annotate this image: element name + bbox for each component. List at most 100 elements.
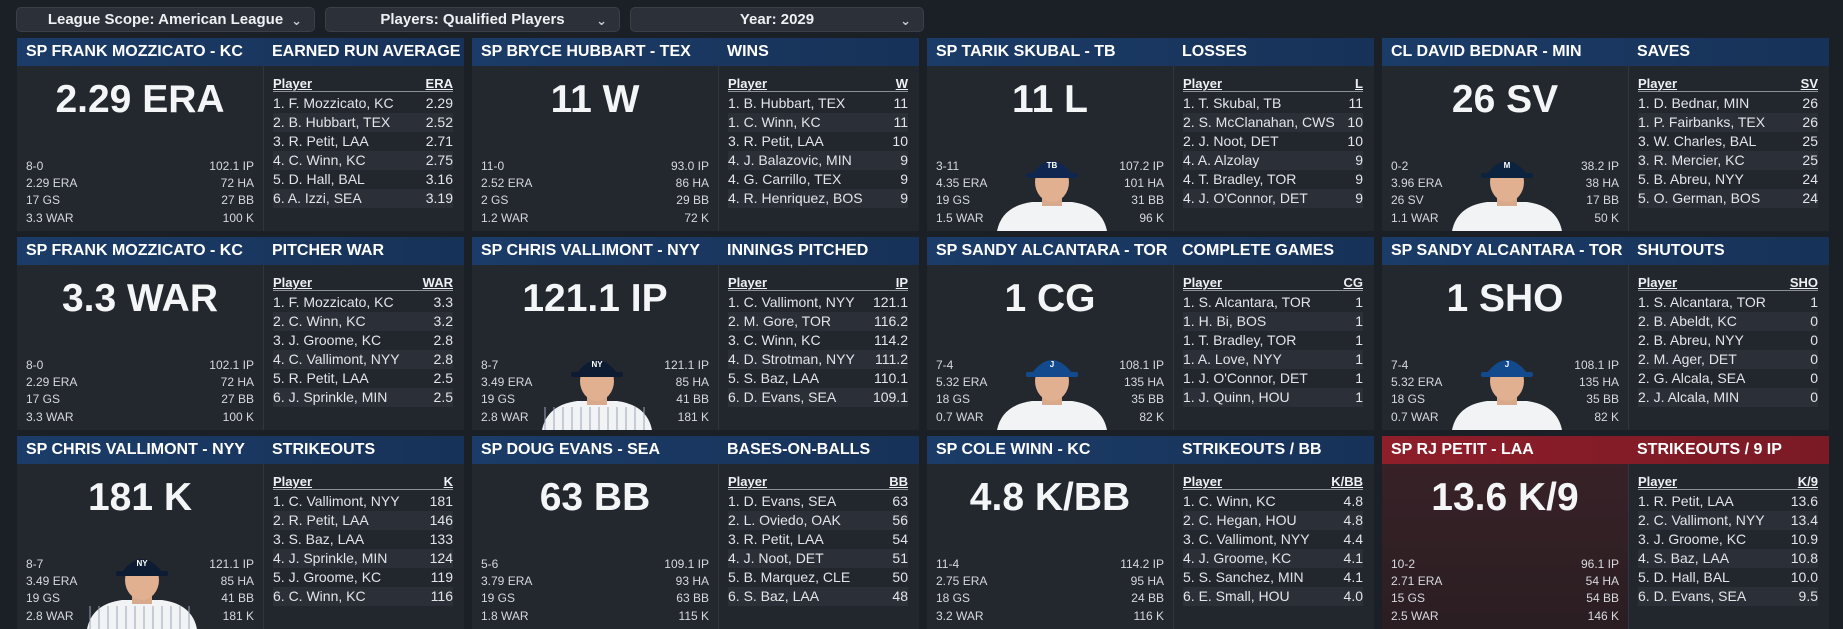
leaderboard-player[interactable]: 6. E. Small, HOU [1183,588,1290,604]
leaderboard-player[interactable]: 1. J. O'Connor, DET [1183,370,1308,386]
leaderboard-row[interactable]: 1. R. Petit, LAA 13.6 [1638,492,1818,511]
leader-panel[interactable]: SP CHRIS VALLIMONT - NYY STRIKEOUTS 181 … [17,436,464,629]
leaderboard-row[interactable]: 2. C. Winn, KC 3.2 [273,312,453,331]
column-header-player[interactable]: Player [728,275,768,290]
leaderboard-row[interactable]: 5. R. Petit, LAA 2.5 [273,369,453,388]
leaderboard-player[interactable]: 2. R. Petit, LAA [273,512,369,528]
leaderboard-row[interactable]: 6. C. Winn, KC 116 [273,587,453,606]
column-header-stat[interactable]: ERA [425,76,453,91]
leaderboard-player[interactable]: 4. J. Groome, KC [1183,550,1292,566]
leaderboard-row[interactable]: 4. J. Groome, KC 4.1 [1183,549,1363,568]
leaderboard-player[interactable]: 5. S. Baz, LAA [728,370,820,386]
leaderboard-player[interactable]: 1. D. Evans, SEA [728,493,837,509]
player-avatar[interactable]: J [992,345,1112,430]
leaderboard-row[interactable]: 4. J. Balazovic, MIN 9 [728,151,908,170]
leaderboard-player[interactable]: 2. L. Oviedo, OAK [728,512,841,528]
leaderboard-row[interactable]: 6. E. Small, HOU 4.0 [1183,587,1363,606]
leader-player-name[interactable]: SP SANDY ALCANTARA - TOR [1391,242,1623,259]
leader-player-name[interactable]: SP TARIK SKUBAL - TB [936,43,1116,60]
leader-player-name[interactable]: SP CHRIS VALLIMONT - NYY [26,441,245,458]
leaderboard-player[interactable]: 5. R. Petit, LAA [273,370,369,386]
leader-panel[interactable]: SP TARIK SKUBAL - TB LOSSES 11 L 3-11 10… [927,38,1374,231]
leader-panel[interactable]: SP CHRIS VALLIMONT - NYY INNINGS PITCHED… [472,237,919,430]
leaderboard-player[interactable]: 4. T. Bradley, TOR [1183,171,1297,187]
leaderboard-player[interactable]: 1. C. Vallimont, NYY [273,493,400,509]
leaderboard-row[interactable]: 4. G. Carrillo, TEX 9 [728,170,908,189]
leaderboard-row[interactable]: 1. B. Hubbart, TEX 11 [728,94,908,113]
leaderboard-player[interactable]: 1. B. Hubbart, TEX [728,95,846,111]
leaderboard-row[interactable]: 2. S. McClanahan, CWS 10 [1183,113,1363,132]
leaderboard-player[interactable]: 3. R. Petit, LAA [728,133,824,149]
leaderboard-row[interactable]: 2. B. Abeldt, KC 0 [1638,312,1818,331]
leaderboard-player[interactable]: 1. D. Bednar, MIN [1638,95,1750,111]
leaderboard-player[interactable]: 5. D. Hall, BAL [1638,569,1730,585]
leaderboard-row[interactable]: 4. J. Noot, DET 51 [728,549,908,568]
leaderboard-player[interactable]: 1. S. Alcantara, TOR [1183,294,1311,310]
column-header-stat[interactable]: CG [1343,275,1364,290]
leaderboard-player[interactable]: 3. J. Groome, KC [273,332,382,348]
leaderboard-row[interactable]: 1. F. Mozzicato, KC 2.29 [273,94,453,113]
leader-panel[interactable]: SP BRYCE HUBBART - TEX WINS 11 W 11-0 93… [472,38,919,231]
leader-panel[interactable]: SP SANDY ALCANTARA - TOR SHUTOUTS 1 SHO … [1382,237,1829,430]
leaderboard-player[interactable]: 2. B. Abeldt, KC [1638,313,1737,329]
leaderboard-player[interactable]: 4. A. Alzolay [1183,152,1260,168]
leaderboard-player[interactable]: 4. J. Balazovic, MIN [728,152,852,168]
leaderboard-player[interactable]: 4. G. Carrillo, TEX [728,171,842,187]
leaderboard-player[interactable]: 2. B. Hubbart, TEX [273,114,391,130]
column-header-player[interactable]: Player [1638,275,1678,290]
leader-player-name[interactable]: CL DAVID BEDNAR - MIN [1391,43,1582,60]
player-avatar[interactable]: M [1447,146,1567,231]
leaderboard-player[interactable]: 1. C. Winn, KC [1183,493,1276,509]
leader-panel[interactable]: SP FRANK MOZZICATO - KC PITCHER WAR 3.3 … [17,237,464,430]
column-header-stat[interactable]: WAR [422,275,453,290]
leaderboard-player[interactable]: 6. C. Winn, KC [273,588,366,604]
leaderboard-player[interactable]: 4. S. Baz, LAA [1638,550,1730,566]
column-header-player[interactable]: Player [728,76,768,91]
column-header-stat[interactable]: SHO [1789,275,1818,290]
leaderboard-row[interactable]: 1. J. Quinn, HOU 1 [1183,388,1363,407]
column-header-stat[interactable]: K [443,474,453,489]
leaderboard-row[interactable]: 1. J. O'Connor, DET 1 [1183,369,1363,388]
player-avatar[interactable]: NY [537,345,657,430]
leaderboard-row[interactable]: 4. R. Henriquez, BOS 9 [728,189,908,208]
column-header-stat[interactable]: K/BB [1331,474,1363,489]
leaderboard-row[interactable]: 3. R. Petit, LAA 2.71 [273,132,453,151]
column-header-player[interactable]: Player [728,474,768,489]
leaderboard-player[interactable]: 1. A. Love, NYY [1183,351,1282,367]
leaderboard-player[interactable]: 2. C. Vallimont, NYY [1638,512,1765,528]
players-dropdown[interactable]: Players: Qualified Players ⌄ [325,7,620,32]
leaderboard-player[interactable]: 4. J. O'Connor, DET [1183,190,1308,206]
leaderboard-row[interactable]: 2. M. Gore, TOR 116.2 [728,312,908,331]
leaderboard-player[interactable]: 6. J. Sprinkle, MIN [273,389,388,405]
leader-player-name[interactable]: SP COLE WINN - KC [936,441,1091,458]
leaderboard-player[interactable]: 3. R. Mercier, KC [1638,152,1745,168]
leaderboard-row[interactable]: 1. H. Bi, BOS 1 [1183,312,1363,331]
leaderboard-row[interactable]: 5. O. German, BOS 24 [1638,189,1818,208]
leaderboard-row[interactable]: 5. D. Hall, BAL 10.0 [1638,568,1818,587]
leaderboard-row[interactable]: 6. J. Sprinkle, MIN 2.5 [273,388,453,407]
leaderboard-player[interactable]: 3. R. Petit, LAA [728,531,824,547]
leaderboard-row[interactable]: 5. B. Abreu, NYY 24 [1638,170,1818,189]
column-header-player[interactable]: Player [1183,76,1223,91]
leaderboard-player[interactable]: 2. J. Alcala, MIN [1638,389,1740,405]
leaderboard-player[interactable]: 5. O. German, BOS [1638,190,1761,206]
leaderboard-row[interactable]: 5. D. Hall, BAL 3.16 [273,170,453,189]
leaderboard-player[interactable]: 3. S. Baz, LAA [273,531,365,547]
leaderboard-player[interactable]: 3. J. Groome, KC [1638,531,1747,547]
column-header-player[interactable]: Player [1183,275,1223,290]
leaderboard-player[interactable]: 6. A. Izzi, SEA [273,190,362,206]
leader-player-name[interactable]: SP CHRIS VALLIMONT - NYY [481,242,700,259]
leaderboard-player[interactable]: 1. J. Quinn, HOU [1183,389,1290,405]
column-header-stat[interactable]: IP [895,275,908,290]
leaderboard-row[interactable]: 2. J. Noot, DET 10 [1183,132,1363,151]
leader-panel[interactable]: SP FRANK MOZZICATO - KC EARNED RUN AVERA… [17,38,464,231]
leaderboard-row[interactable]: 1. T. Bradley, TOR 1 [1183,331,1363,350]
leaderboard-row[interactable]: 1. C. Winn, KC 4.8 [1183,492,1363,511]
leaderboard-row[interactable]: 4. S. Baz, LAA 10.8 [1638,549,1818,568]
leaderboard-row[interactable]: 3. W. Charles, BAL 25 [1638,132,1818,151]
leaderboard-player[interactable]: 1. P. Fairbanks, TEX [1638,114,1766,130]
leaderboard-player[interactable]: 1. H. Bi, BOS [1183,313,1267,329]
column-header-player[interactable]: Player [273,275,313,290]
leaderboard-player[interactable]: 1. C. Vallimont, NYY [728,294,855,310]
leaderboard-row[interactable]: 2. M. Ager, DET 0 [1638,350,1818,369]
